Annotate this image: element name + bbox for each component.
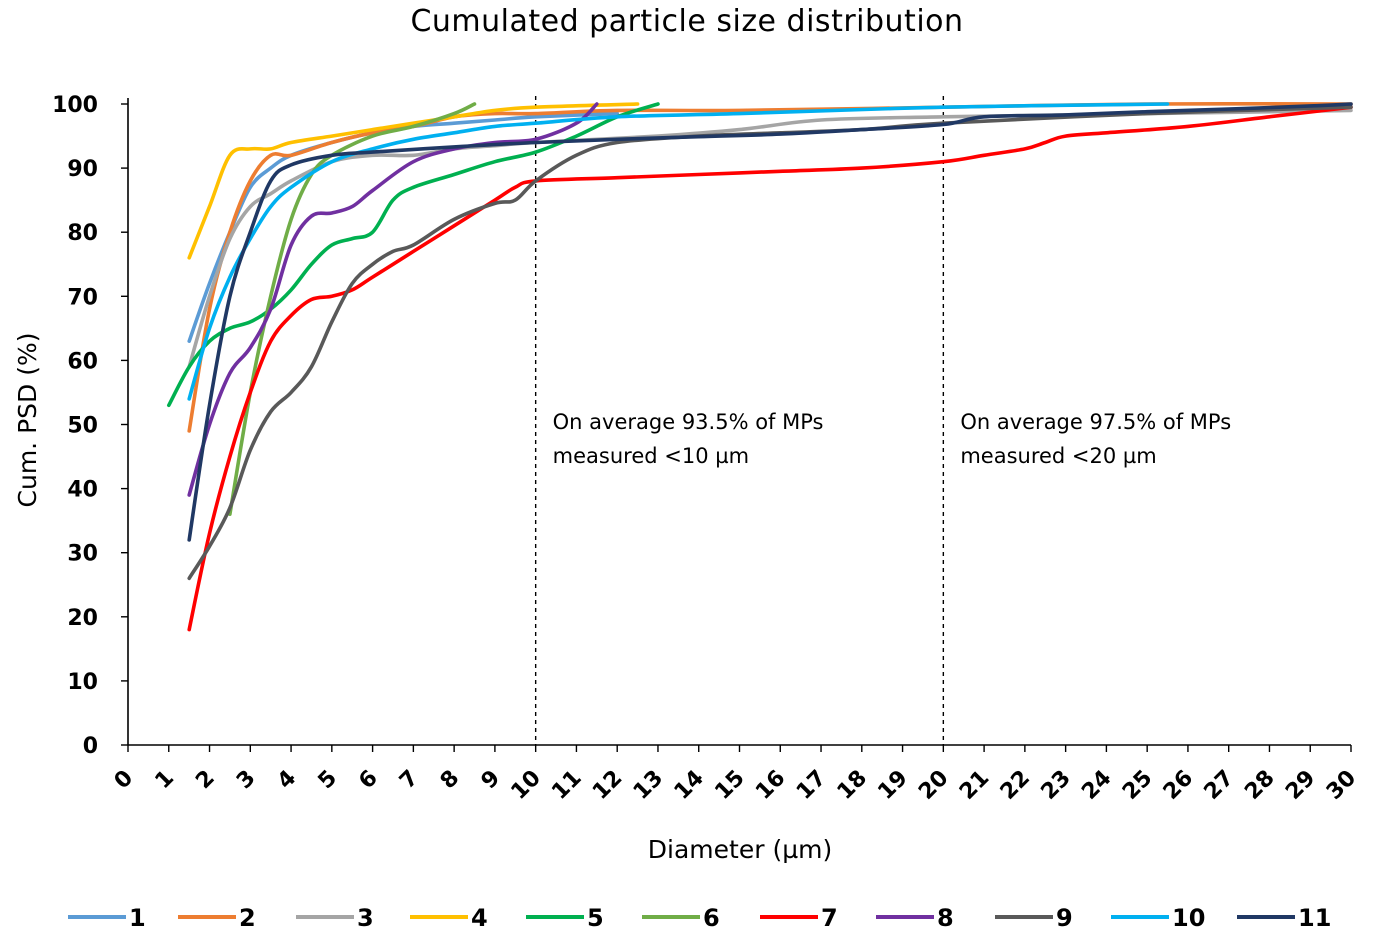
series-line-8 bbox=[187, 102, 599, 497]
series-line-9 bbox=[187, 105, 1353, 581]
legend-label: 8 bbox=[937, 904, 954, 932]
legend-item-6: 6 bbox=[642, 904, 720, 932]
x-tick-label: 14 bbox=[670, 766, 709, 805]
y-tick-label: 10 bbox=[67, 670, 98, 695]
legend-item-7: 7 bbox=[760, 904, 838, 932]
annotation-text: measured <10 µm bbox=[553, 444, 749, 468]
x-tick-label: 30 bbox=[1322, 766, 1361, 805]
x-tick-label: 2 bbox=[191, 766, 220, 795]
legend: 1 2 3 4 5 6 7 8 9 10 11 bbox=[68, 904, 1331, 932]
y-tick-label: 80 bbox=[67, 221, 98, 246]
x-tick-label: 17 bbox=[792, 766, 831, 805]
y-tick-label: 30 bbox=[67, 542, 98, 567]
y-tick-label: 40 bbox=[67, 478, 98, 503]
series-line-5 bbox=[167, 102, 660, 408]
chart-title: Cumulated particle size distribution bbox=[410, 4, 964, 39]
series-line-4 bbox=[187, 102, 640, 260]
x-tick-label: 6 bbox=[354, 766, 383, 795]
legend-label: 11 bbox=[1298, 904, 1331, 932]
x-tick-label: 7 bbox=[395, 766, 424, 795]
legend-label: 6 bbox=[703, 904, 720, 932]
series-line-11 bbox=[187, 102, 1353, 542]
legend-label: 3 bbox=[357, 904, 374, 932]
x-tick-label: 22 bbox=[996, 766, 1035, 805]
x-tick-label: 13 bbox=[629, 766, 668, 805]
legend-item-11: 11 bbox=[1237, 904, 1331, 932]
x-tick-label: 9 bbox=[477, 766, 506, 795]
series-lines bbox=[167, 101, 1353, 632]
x-tick-label: 25 bbox=[1118, 766, 1157, 805]
annotation-text: On average 97.5% of MPs bbox=[960, 410, 1231, 434]
series-line-3 bbox=[187, 108, 1353, 369]
reference-lines: On average 93.5% of MPs measured <10 µm On… bbox=[534, 96, 1231, 745]
legend-label: 2 bbox=[239, 904, 256, 932]
legend-label: 9 bbox=[1056, 904, 1073, 932]
legend-item-8: 8 bbox=[876, 904, 954, 932]
x-tick-label: 5 bbox=[314, 766, 343, 795]
annotation-text: measured <20 µm bbox=[960, 444, 1156, 468]
x-tick-label: 15 bbox=[710, 766, 749, 805]
y-tick-label: 90 bbox=[67, 157, 98, 182]
x-tick-label: 4 bbox=[273, 766, 302, 795]
x-tick-label: 8 bbox=[436, 766, 465, 795]
legend-label: 7 bbox=[821, 904, 838, 932]
legend-item-9: 9 bbox=[995, 904, 1073, 932]
y-tick-label: 50 bbox=[67, 414, 98, 439]
x-tick-label: 27 bbox=[1200, 766, 1239, 805]
y-tick-label: 70 bbox=[67, 285, 98, 310]
legend-label: 10 bbox=[1172, 904, 1205, 932]
x-tick-label: 18 bbox=[833, 766, 872, 805]
x-axis-title: Diameter (µm) bbox=[648, 835, 832, 864]
x-tick-label: 24 bbox=[1077, 766, 1116, 805]
x-tick-label: 28 bbox=[1240, 766, 1279, 805]
x-tick-label: 19 bbox=[873, 766, 912, 805]
legend-item-5: 5 bbox=[526, 904, 604, 932]
x-tick-label: 1 bbox=[151, 766, 180, 795]
y-axis-title: Cum. PSD (%) bbox=[13, 333, 42, 508]
legend-label: 5 bbox=[587, 904, 604, 932]
x-tick-label: 11 bbox=[547, 766, 586, 805]
annotation-text: On average 93.5% of MPs bbox=[553, 410, 824, 434]
series-line-6 bbox=[228, 102, 477, 516]
legend-label: 1 bbox=[129, 904, 146, 932]
legend-label: 4 bbox=[471, 904, 488, 932]
x-tick-label: 23 bbox=[1037, 766, 1076, 805]
x-tick-label: 12 bbox=[588, 766, 627, 805]
x-tick-label: 29 bbox=[1281, 766, 1320, 805]
x-tick-label: 16 bbox=[751, 766, 790, 805]
x-tick-label: 3 bbox=[232, 766, 261, 795]
legend-item-1: 1 bbox=[68, 904, 146, 932]
x-tick-label: 20 bbox=[914, 766, 953, 805]
x-tick-label: 26 bbox=[1159, 766, 1198, 805]
x-tick-label: 21 bbox=[955, 766, 994, 805]
x-tick-label: 10 bbox=[507, 766, 546, 805]
legend-item-4: 4 bbox=[410, 904, 488, 932]
y-tick-label: 0 bbox=[83, 734, 98, 759]
y-tick-label: 60 bbox=[67, 349, 98, 374]
legend-item-2: 2 bbox=[178, 904, 256, 932]
series-line-7 bbox=[187, 105, 1353, 632]
x-tick-label: 0 bbox=[110, 766, 139, 795]
y-tick-label: 100 bbox=[52, 93, 98, 118]
legend-item-3: 3 bbox=[296, 904, 374, 932]
y-tick-label: 20 bbox=[67, 606, 98, 631]
legend-item-10: 10 bbox=[1111, 904, 1205, 932]
